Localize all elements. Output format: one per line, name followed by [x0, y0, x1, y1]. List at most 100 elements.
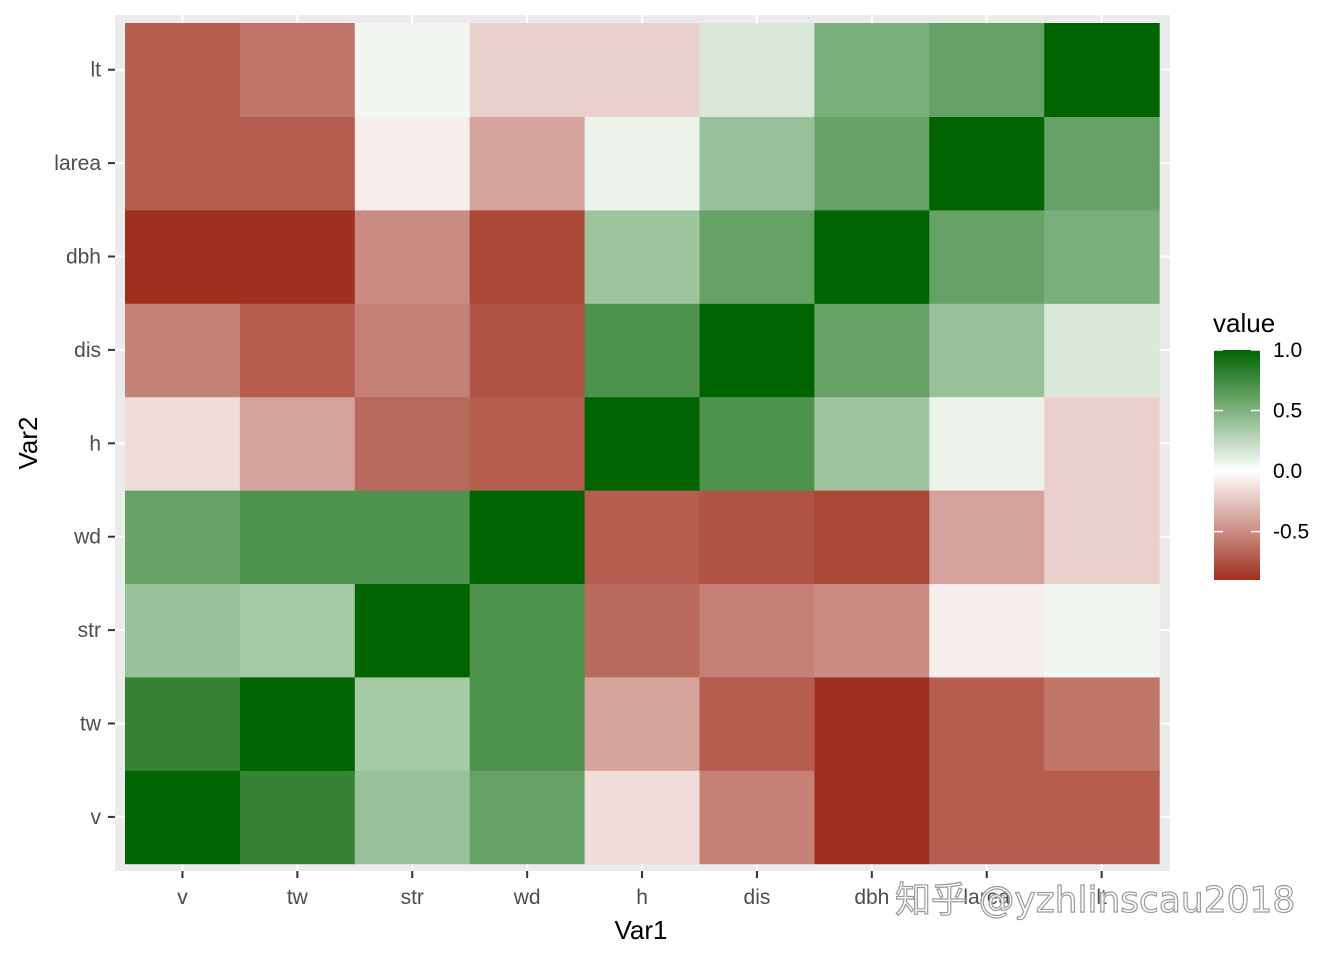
heatmap-cell-lt-lt [1044, 23, 1160, 117]
y-axis-title: Var2 [13, 417, 43, 470]
heatmap-cell-v-tw [125, 676, 241, 771]
heatmap-cell-h-wd [584, 490, 701, 584]
heatmap-cell-dis-lt [699, 23, 815, 117]
heatmap-cell-dis-tw [699, 676, 815, 771]
legend-colorbar [1214, 350, 1260, 580]
heatmap-cell-dis-dbh [699, 209, 815, 304]
heatmap-cell-lt-larea [1044, 116, 1160, 211]
heatmap-cell-wd-v [469, 770, 586, 865]
heatmap-cell-lt-dbh [1044, 209, 1160, 304]
watermark: 知乎 @yzhlinscau2018 [895, 880, 1295, 921]
heatmap-cell-wd-str [469, 583, 586, 678]
heatmap-cell-v-larea [125, 116, 241, 211]
heatmap-cell-str-tw [354, 676, 471, 771]
heatmap-cells [125, 23, 1160, 865]
heatmap-cell-tw-dis [239, 303, 356, 398]
heatmap-cell-tw-h [239, 396, 356, 491]
legend-tick-label: -0.5 [1273, 521, 1309, 544]
legend-tick-label: 1.0 [1273, 339, 1302, 362]
heatmap-cell-dis-v [699, 770, 815, 865]
heatmap-cell-dbh-dis [814, 303, 930, 398]
heatmap-cell-wd-dis [469, 303, 586, 398]
x-tick-label: larea [963, 886, 1010, 909]
heatmap-cell-h-str [584, 583, 701, 678]
heatmap-cell-larea-larea [929, 116, 1045, 211]
x-tick-label: wd [513, 886, 541, 909]
y-tick-label: h [89, 432, 101, 455]
heatmap-cell-h-h [584, 396, 701, 491]
heatmap-cell-dbh-lt [814, 23, 930, 117]
x-tick-label: lt [1096, 886, 1107, 909]
heatmap-cell-str-v [354, 770, 471, 865]
heatmap-cell-dbh-v [814, 770, 930, 865]
heatmap-cell-str-dbh [354, 209, 471, 304]
heatmap-cell-v-wd [125, 490, 241, 584]
heatmap-cell-lt-v [1044, 770, 1160, 865]
heatmap-cell-dis-larea [699, 116, 815, 211]
heatmap-cell-larea-lt [929, 23, 1045, 117]
heatmap-cell-h-dbh [584, 209, 701, 304]
heatmap-cell-wd-h [469, 396, 586, 491]
y-tick-label: str [78, 619, 101, 642]
heatmap-cell-larea-dis [929, 303, 1045, 398]
heatmap-cell-dbh-tw [814, 676, 930, 771]
heatmap-cell-lt-str [1044, 583, 1160, 678]
heatmap-cell-h-tw [584, 676, 701, 771]
heatmap-cell-str-h [354, 396, 471, 491]
heatmap-cell-tw-wd [239, 490, 356, 584]
heatmap-cell-wd-larea [469, 116, 586, 211]
x-tick-label: dis [744, 886, 771, 909]
x-axis: v tw str wd h dis dbh larea lt [177, 871, 1107, 909]
heatmap-cell-str-larea [354, 116, 471, 211]
heatmap-cell-tw-str [239, 583, 356, 678]
heatmap-cell-larea-tw [929, 676, 1045, 771]
legend-title: value [1213, 308, 1275, 338]
heatmap-cell-dis-wd [699, 490, 815, 584]
heatmap-cell-v-str [125, 583, 241, 678]
y-tick-label: wd [73, 526, 101, 549]
heatmap-cell-wd-dbh [469, 209, 586, 304]
heatmap-cell-h-dis [584, 303, 701, 398]
y-tick-label: lt [91, 59, 102, 82]
heatmap-cell-lt-dis [1044, 303, 1160, 398]
legend-tick-label: 0.5 [1273, 400, 1302, 423]
x-tick-label: dbh [854, 886, 889, 909]
y-tick-label: dis [74, 339, 101, 362]
heatmap-cell-dbh-wd [814, 490, 930, 584]
legend-ticks: 1.0 0.5 0.0 -0.5 [1214, 339, 1309, 544]
heatmap-cell-str-str [354, 583, 471, 678]
y-tick-label: v [91, 806, 102, 829]
heatmap-cell-lt-wd [1044, 490, 1160, 584]
y-tick-label: tw [80, 713, 102, 736]
heatmap-cell-h-lt [584, 23, 701, 117]
heatmap-cell-larea-v [929, 770, 1045, 865]
heatmap-cell-lt-h [1044, 396, 1160, 491]
heatmap-cell-v-h [125, 396, 241, 491]
heatmap-cell-dbh-larea [814, 116, 930, 211]
heatmap-cell-tw-dbh [239, 209, 356, 304]
heatmap-cell-larea-wd [929, 490, 1045, 584]
heatmap-cell-dis-str [699, 583, 815, 678]
x-tick-label: h [636, 886, 648, 909]
heatmap-cell-tw-tw [239, 676, 356, 771]
heatmap-cell-dbh-dbh [814, 209, 930, 304]
heatmap-cell-larea-dbh [929, 209, 1045, 304]
heatmap-cell-dbh-str [814, 583, 930, 678]
x-tick-label: str [401, 886, 424, 909]
heatmap-cell-str-wd [354, 490, 471, 584]
heatmap-cell-h-v [584, 770, 701, 865]
heatmap-cell-str-dis [354, 303, 471, 398]
x-tick-label: tw [287, 886, 309, 909]
heatmap-cell-v-lt [125, 23, 241, 117]
heatmap-cell-wd-tw [469, 676, 586, 771]
heatmap-cell-tw-larea [239, 116, 356, 211]
y-tick-label: dbh [66, 246, 101, 269]
heatmap-cell-lt-tw [1044, 676, 1160, 771]
heatmap-cell-dbh-h [814, 396, 930, 491]
y-tick-label: larea [54, 152, 101, 175]
heatmap-cell-v-dbh [125, 209, 241, 304]
heatmap-cell-str-lt [354, 23, 471, 117]
x-tick-label: v [177, 886, 188, 909]
heatmap-cell-v-v [125, 770, 241, 865]
